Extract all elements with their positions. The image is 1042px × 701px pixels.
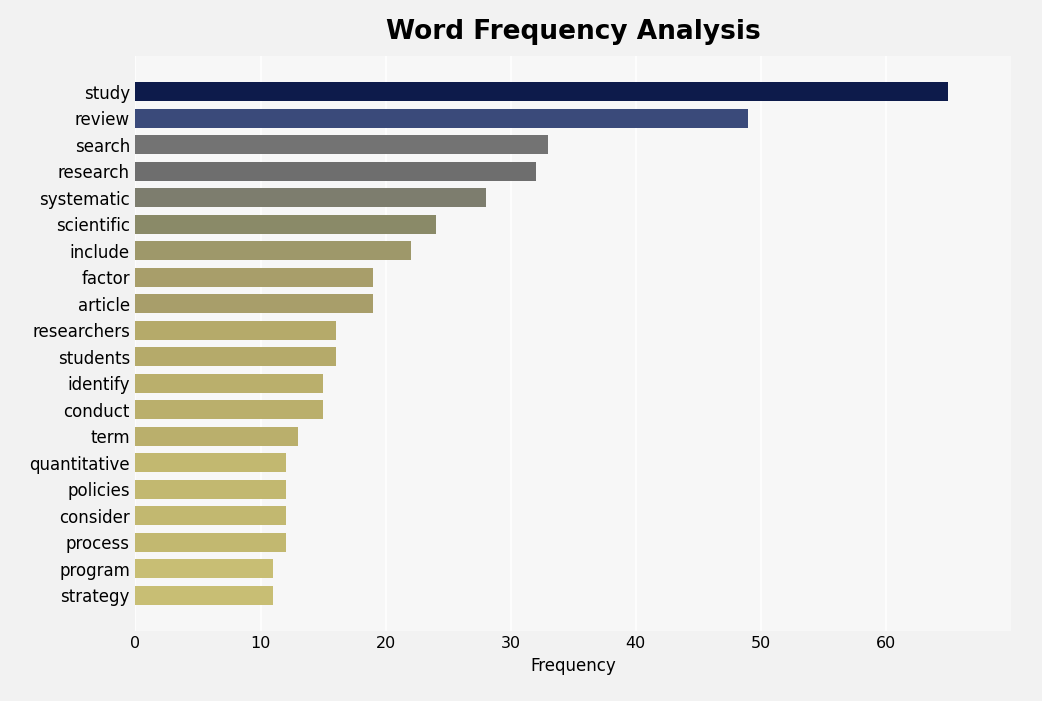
Bar [135,320,336,340]
Title: Word Frequency Analysis: Word Frequency Analysis [386,20,761,46]
Bar [135,109,748,128]
Bar [135,268,373,287]
Bar [135,162,536,181]
Bar [135,241,411,260]
Bar [135,559,273,578]
Bar [135,215,436,233]
Bar [135,135,548,154]
Bar [135,479,286,499]
Bar [135,188,486,207]
Bar [135,586,273,605]
Bar [135,294,373,313]
Bar [135,533,286,552]
Bar [135,400,323,419]
Bar [135,82,948,101]
Bar [135,347,336,367]
X-axis label: Frequency: Frequency [530,657,616,675]
Bar [135,506,286,525]
Bar [135,427,298,446]
Bar [135,374,323,393]
Bar [135,454,286,472]
